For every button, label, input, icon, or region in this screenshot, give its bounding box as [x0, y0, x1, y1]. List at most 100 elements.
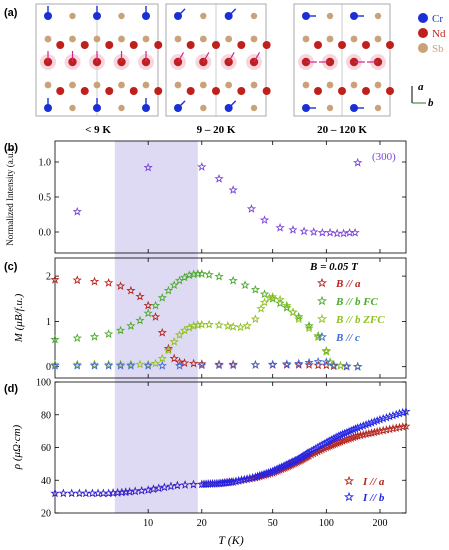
panel-b-frame [54, 140, 407, 254]
panel-c-point-series-1 [240, 280, 250, 290]
panel-d-marks [50, 406, 411, 498]
panel-d-legend-marker [343, 475, 355, 486]
panel-d-point-i-b [130, 486, 140, 496]
panel-c-ytick-label: 2 [46, 272, 51, 283]
nd-atom [338, 41, 346, 49]
panel-c-point-series-3 [89, 360, 100, 370]
sb-atom [225, 81, 233, 89]
panel-c-legend-label: B // c [335, 332, 360, 344]
sb-atom [118, 104, 125, 112]
x-tick-label: 100 [319, 518, 334, 529]
panel-c-point-series-3 [50, 360, 60, 370]
panel-c-point-series-0 [189, 358, 199, 368]
panel-d-point-i-b [239, 474, 249, 484]
sb-atom [250, 104, 258, 112]
panel-d-point-i-a [361, 429, 371, 439]
nd-atom [129, 41, 138, 49]
sb-atom [374, 35, 382, 43]
panel-d-point-i-b [245, 473, 255, 483]
nd-moment-arrow [202, 52, 210, 63]
sb-atom [69, 104, 76, 112]
panel-d-point-i-b [159, 482, 169, 492]
panel-d-frame [54, 381, 407, 514]
panel-b-point-series-0 [259, 215, 270, 225]
sb-atom [374, 12, 382, 20]
cr-moment-arrow [228, 100, 237, 109]
panel-c-point-series-1 [157, 292, 167, 302]
sb-atom [374, 104, 382, 112]
sb-atom [350, 81, 358, 89]
panel-b-point-series-0 [275, 222, 285, 232]
panel-d-point-i-a [391, 423, 401, 432]
panel-c-point-series-0 [126, 285, 136, 295]
panel-c-point-series-1 [275, 298, 285, 308]
panel-c-point-series-1 [163, 285, 174, 295]
nd-atom [262, 41, 271, 49]
sb-atom [118, 12, 125, 20]
panel-c-point-series-1 [268, 293, 278, 303]
panel-c-point-series-2 [204, 319, 214, 329]
panel-c-point-series-2 [335, 360, 346, 370]
phase-label-low: < 9 K [85, 124, 111, 136]
panel-c-point-series-1 [228, 275, 238, 285]
sb-atom [118, 35, 125, 43]
panel-c-point-series-3 [250, 359, 261, 369]
legend-nd-marker [418, 28, 428, 38]
panel-d-point-i-b [355, 422, 365, 431]
panel-c-point-series-2 [169, 336, 179, 346]
crystal-structure-panel: (a) < 9 K 9 – 20 K 20 – 120 K Cr Nd Sb a… [4, 3, 446, 136]
panel-c-point-series-1 [169, 280, 179, 290]
sb-atom [174, 81, 182, 89]
panel-d-point-i-a [398, 422, 408, 431]
panel-c-point-series-3 [115, 360, 126, 370]
panel-c-point-series-3 [321, 357, 331, 367]
panel-d-point-i-b [364, 419, 374, 428]
panel-c-point-series-0 [150, 311, 161, 321]
panel-c-point-series-2 [242, 321, 252, 330]
panel-c-point-series-2 [228, 321, 238, 331]
sb-atom [326, 81, 334, 89]
panel-c-point-series-2 [256, 303, 266, 313]
panel-c-point-series-2 [288, 307, 298, 317]
magnetization-panel: (c) 012 M (μB/f.u.) B = 0.05 T B // aB /… [4, 257, 407, 379]
panel-c-point-series-3 [268, 359, 278, 369]
sb-atom [44, 35, 52, 43]
panel-d-ytick-label: 80 [41, 410, 51, 421]
panel-d-point-i-b [81, 488, 91, 498]
panel-c-point-series-2 [72, 359, 82, 369]
panel-c-point-series-2 [143, 359, 153, 369]
panel-c-point-series-2 [275, 294, 285, 304]
nd-atom [186, 41, 195, 49]
panel-c-legend-marker [316, 295, 328, 306]
panel-c-point-series-0 [294, 359, 304, 369]
panel-d-point-i-b [172, 480, 182, 490]
panel-c-point-series-3 [143, 360, 153, 370]
panel-d-point-i-b [385, 411, 395, 421]
panel-c-point-series-0 [313, 360, 323, 370]
panel-c-point-series-1 [89, 331, 100, 341]
sb-atom [174, 35, 182, 43]
panel-c-point-series-2 [189, 321, 199, 330]
panel-b-point-series-0 [72, 206, 82, 216]
panel-d-point-i-b [58, 488, 68, 498]
nd-atom [237, 87, 246, 95]
sb-atom [69, 81, 76, 89]
panel-c-legend-label: B // a [335, 278, 361, 290]
nd-atom [212, 87, 220, 95]
legend-cr-marker [418, 13, 428, 23]
sb-atom [199, 35, 207, 43]
panel-c-point-series-3 [174, 360, 185, 370]
panel-d-point-i-a [378, 425, 388, 435]
panel-c-point-series-2 [135, 359, 145, 369]
nd-atom [129, 87, 138, 95]
nd-atom [338, 87, 346, 95]
panel-b-ytick-label: 0.5 [39, 193, 52, 204]
panel-b-point-series-0 [246, 204, 257, 213]
panel-d-point-i-a [364, 428, 374, 438]
panel-c-point-series-1 [103, 329, 114, 339]
panel-c-point-series-2 [304, 323, 314, 333]
panel-c-point-series-2 [163, 345, 174, 355]
nd-moment-arrow [177, 52, 185, 63]
panel-b-ytick-label: 0.0 [39, 228, 52, 239]
sb-atom [302, 81, 310, 89]
